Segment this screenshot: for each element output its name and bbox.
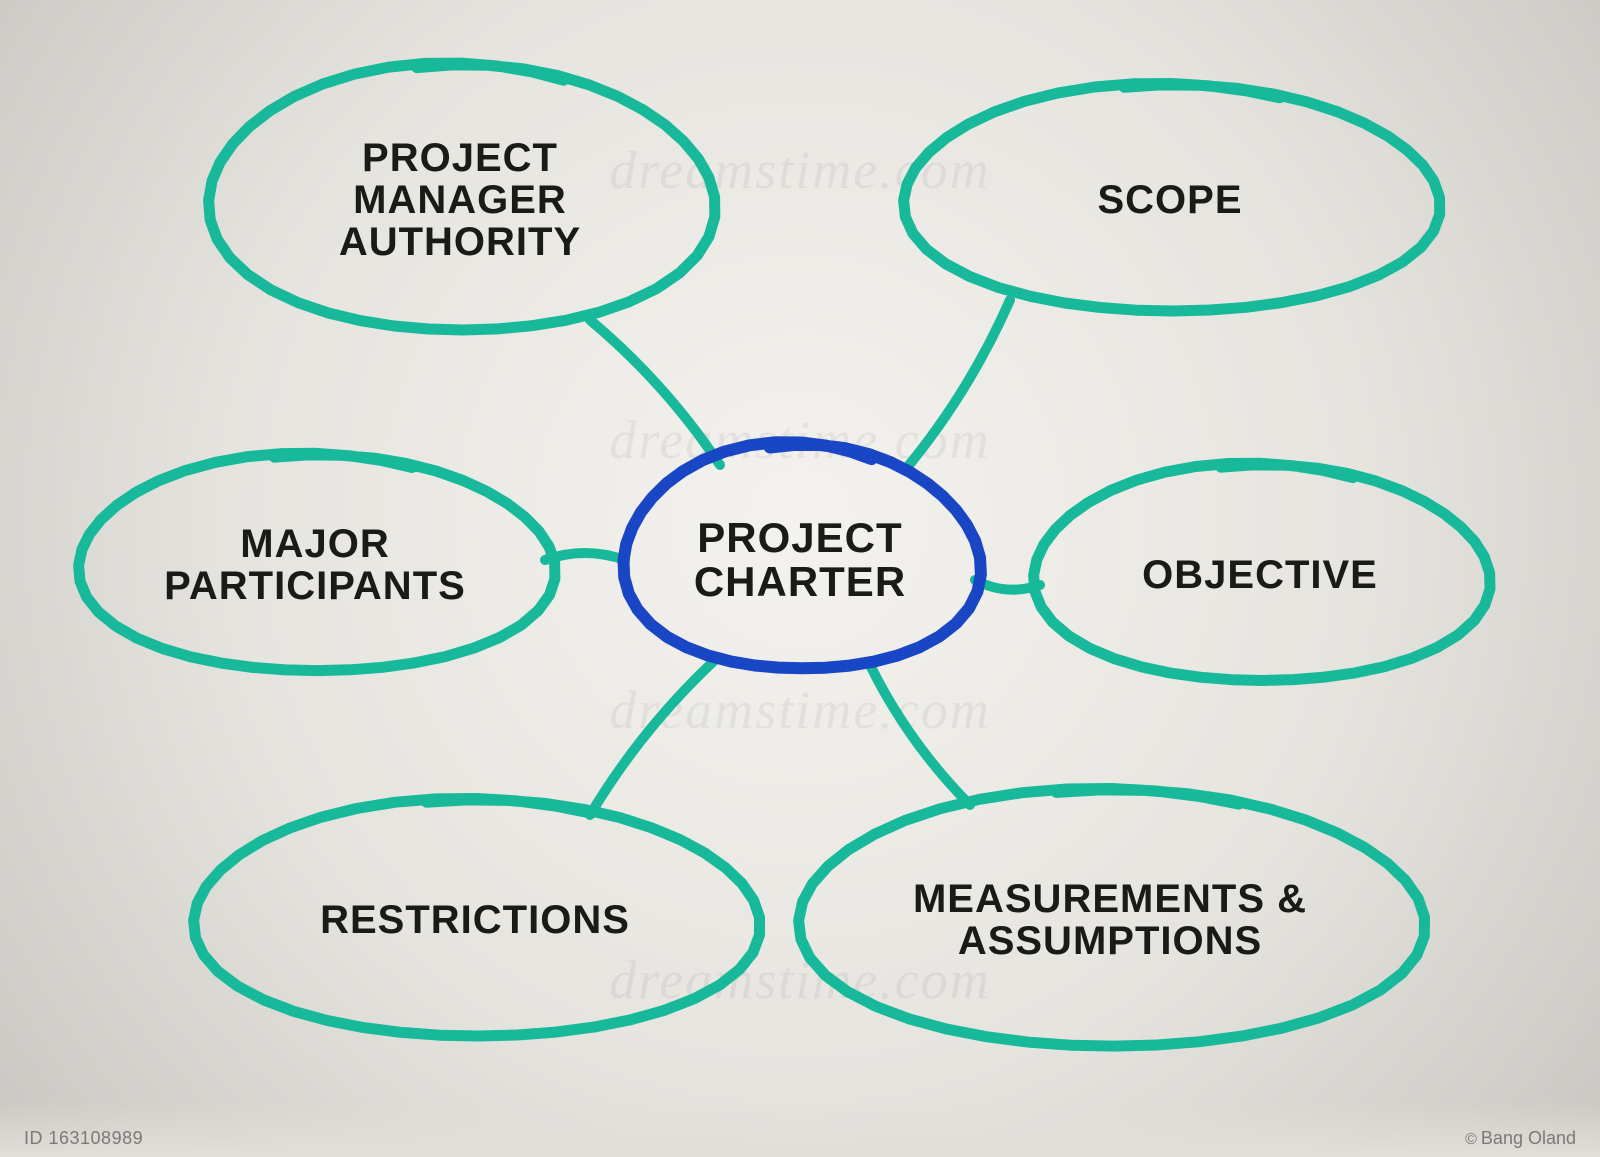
stock-footer: ID 163108989 Bang Oland (0, 1101, 1600, 1157)
connector (870, 665, 970, 805)
image-credit: Bang Oland (1465, 1128, 1576, 1149)
connector (905, 300, 1010, 470)
mindmap-stage: dreamstime.com dreamstime.com dreamstime… (0, 0, 1600, 1157)
connector (975, 580, 1040, 590)
connector (590, 660, 715, 815)
connectors-layer (0, 0, 1600, 1157)
connector (590, 320, 720, 465)
connector (545, 553, 625, 560)
image-id-label: ID 163108989 (24, 1128, 143, 1149)
